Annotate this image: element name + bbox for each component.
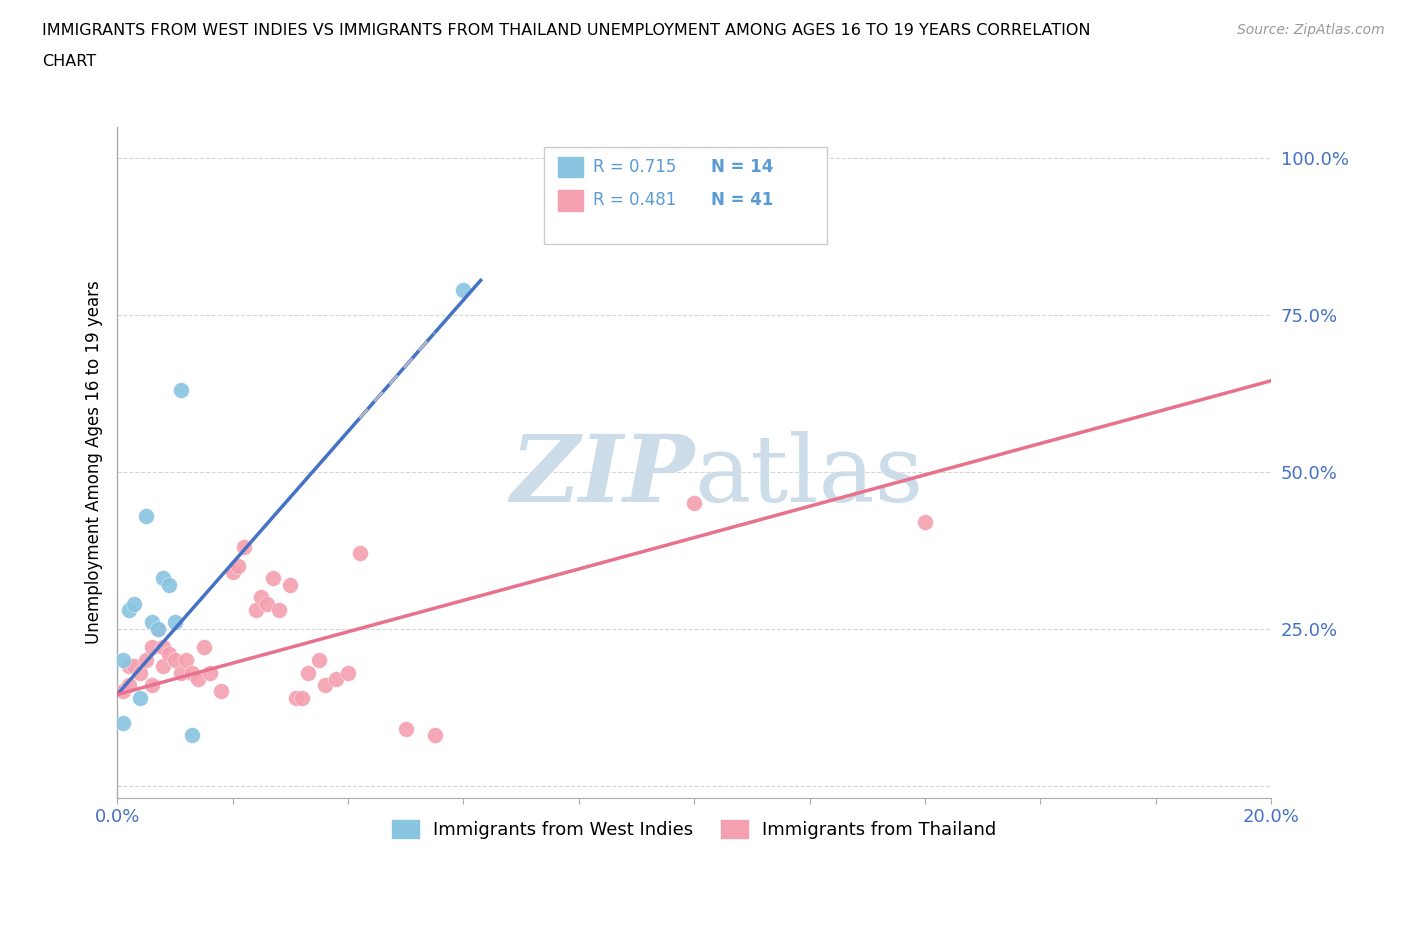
Point bbox=[198, 665, 221, 680]
Point bbox=[278, 578, 301, 592]
Point bbox=[169, 383, 191, 398]
Point bbox=[118, 603, 141, 618]
Point bbox=[129, 665, 152, 680]
Point bbox=[193, 640, 215, 655]
Point bbox=[256, 596, 278, 611]
Text: Source: ZipAtlas.com: Source: ZipAtlas.com bbox=[1237, 23, 1385, 37]
Point bbox=[308, 653, 330, 668]
Point bbox=[124, 596, 146, 611]
Text: N = 14: N = 14 bbox=[711, 158, 773, 176]
Point bbox=[267, 603, 290, 618]
Text: R = 0.481: R = 0.481 bbox=[592, 192, 676, 209]
Bar bbox=[558, 157, 583, 177]
Point bbox=[111, 684, 134, 698]
Point bbox=[111, 653, 134, 668]
Point bbox=[291, 690, 314, 705]
Point bbox=[163, 653, 186, 668]
Text: atlas: atlas bbox=[695, 431, 924, 521]
Point bbox=[169, 665, 191, 680]
Point bbox=[245, 603, 267, 618]
Point bbox=[124, 658, 146, 673]
Point bbox=[262, 571, 284, 586]
Point bbox=[187, 671, 209, 686]
Point bbox=[118, 658, 141, 673]
Point bbox=[233, 539, 256, 554]
Point bbox=[349, 546, 371, 561]
Point bbox=[146, 621, 169, 636]
Point bbox=[157, 578, 180, 592]
Point bbox=[228, 558, 250, 573]
Point bbox=[141, 640, 163, 655]
Point bbox=[129, 690, 152, 705]
Point bbox=[163, 615, 186, 630]
Point bbox=[152, 571, 174, 586]
Point bbox=[914, 514, 936, 529]
Point bbox=[325, 671, 347, 686]
Point bbox=[395, 722, 418, 737]
Point bbox=[141, 615, 163, 630]
Point bbox=[453, 283, 475, 298]
Point bbox=[157, 646, 180, 661]
Point bbox=[285, 690, 308, 705]
Text: ZIP: ZIP bbox=[510, 431, 695, 521]
Text: IMMIGRANTS FROM WEST INDIES VS IMMIGRANTS FROM THAILAND UNEMPLOYMENT AMONG AGES : IMMIGRANTS FROM WEST INDIES VS IMMIGRANT… bbox=[42, 23, 1091, 38]
Point bbox=[135, 653, 157, 668]
Legend: Immigrants from West Indies, Immigrants from Thailand: Immigrants from West Indies, Immigrants … bbox=[385, 812, 1004, 846]
Point bbox=[423, 728, 446, 743]
Point bbox=[135, 508, 157, 523]
Point bbox=[250, 590, 273, 604]
Point bbox=[336, 665, 359, 680]
Point bbox=[146, 621, 169, 636]
Point bbox=[209, 684, 232, 698]
Text: N = 41: N = 41 bbox=[711, 192, 773, 209]
FancyBboxPatch shape bbox=[544, 147, 827, 244]
Point bbox=[141, 678, 163, 693]
Text: CHART: CHART bbox=[42, 54, 96, 69]
Point bbox=[181, 665, 204, 680]
Point bbox=[152, 640, 174, 655]
Point bbox=[118, 678, 141, 693]
Point bbox=[176, 653, 198, 668]
Point bbox=[111, 715, 134, 730]
Point bbox=[221, 565, 243, 579]
Bar bbox=[558, 191, 583, 210]
Point bbox=[297, 665, 319, 680]
Y-axis label: Unemployment Among Ages 16 to 19 years: Unemployment Among Ages 16 to 19 years bbox=[86, 281, 103, 644]
Point bbox=[683, 496, 706, 511]
Point bbox=[152, 658, 174, 673]
Text: R = 0.715: R = 0.715 bbox=[592, 158, 676, 176]
Point bbox=[314, 678, 336, 693]
Point bbox=[181, 728, 204, 743]
